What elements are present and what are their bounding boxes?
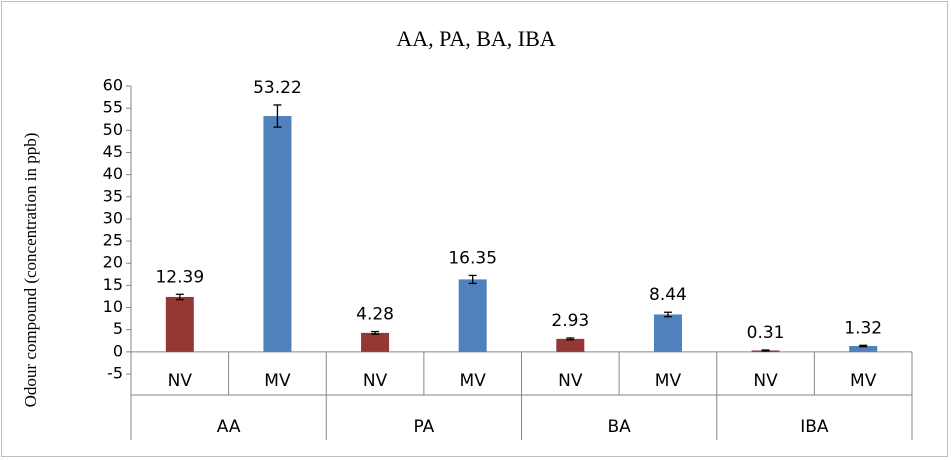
y-tick-label: 50 [103, 120, 123, 139]
y-tick-label: 5 [113, 319, 123, 338]
y-tick-label: 60 [103, 76, 123, 95]
data-label: 1.32 [844, 318, 882, 338]
bar [361, 332, 390, 352]
x-tick-label: NV [168, 371, 193, 391]
x-tick-label: NV [558, 371, 583, 391]
bar [458, 279, 487, 352]
y-tick-label: 15 [103, 275, 123, 294]
data-label: 16.35 [448, 248, 497, 268]
bar [556, 338, 585, 352]
x-tick-label: MV [850, 371, 877, 391]
y-tick-label: 35 [103, 186, 123, 205]
data-label: 0.31 [747, 323, 785, 343]
y-axis-label: Odour compound (concentration in ppb) [21, 133, 40, 408]
bar [653, 314, 682, 352]
data-label: 12.39 [155, 267, 204, 287]
x-tick-label: MV [264, 371, 291, 391]
bar [263, 116, 292, 352]
y-tick-label: 0 [113, 341, 123, 360]
y-tick-label: 40 [103, 164, 123, 183]
y-tick-label: -5 [107, 364, 123, 383]
bar [849, 345, 878, 352]
group-label: AA [217, 417, 241, 437]
data-label: 2.93 [551, 311, 589, 331]
data-label: 8.44 [649, 285, 687, 305]
group-label: IBA [800, 417, 829, 437]
group-label: BA [607, 417, 631, 437]
x-tick-label: MV [655, 371, 682, 391]
y-tick-label: 10 [103, 297, 123, 316]
data-label: 4.28 [356, 305, 394, 325]
x-tick-label: MV [460, 371, 487, 391]
y-tick-label: 55 [103, 98, 123, 117]
x-tick-label: NV [753, 371, 778, 391]
chart-title: AA, PA, BA, IBA [396, 26, 555, 51]
y-tick-label: 45 [103, 142, 123, 161]
y-tick-label: 25 [103, 231, 123, 250]
bar [165, 296, 194, 352]
group-label: PA [413, 417, 434, 437]
y-tick-label: 30 [103, 208, 123, 227]
x-tick-label: NV [363, 371, 388, 391]
data-label: 53.22 [253, 78, 302, 98]
y-tick-label: 20 [103, 253, 123, 272]
